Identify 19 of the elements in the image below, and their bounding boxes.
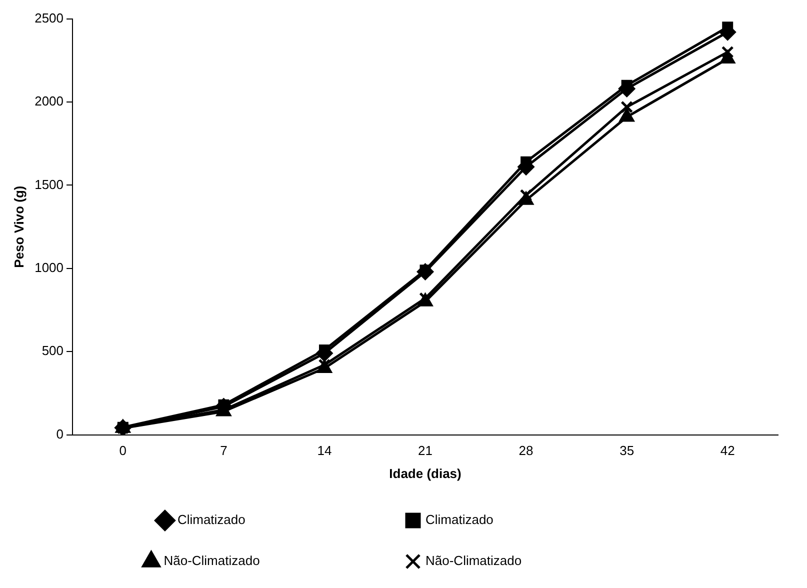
y-tick-label: 1000 [34,260,64,275]
y-tick-label: 2000 [34,94,64,109]
x-tick-label: 28 [518,443,534,458]
y-tick-label: 2500 [34,10,64,26]
x-tick-label: 14 [317,443,332,458]
x-tick-label: 35 [620,443,634,458]
x-tick-label: 0 [119,443,127,458]
legend-label: Não-Climatizado [426,553,641,568]
legend-label: Climatizado [177,512,380,528]
y-tick-label: 1500 [34,176,64,192]
x-tick-label: 21 [418,443,432,458]
y-axis-title: Peso Vivo (g) [11,186,26,268]
x-tick-label: 42 [720,443,735,458]
x-axis-title: Idade (dias) [389,466,462,481]
y-tick-label: 500 [42,343,64,358]
legend-label: Climatizado [426,512,628,528]
legend-label: Não-Climatizado [164,553,379,568]
x-tick-label: 7 [220,443,228,458]
y-tick-label: 0 [56,426,64,442]
